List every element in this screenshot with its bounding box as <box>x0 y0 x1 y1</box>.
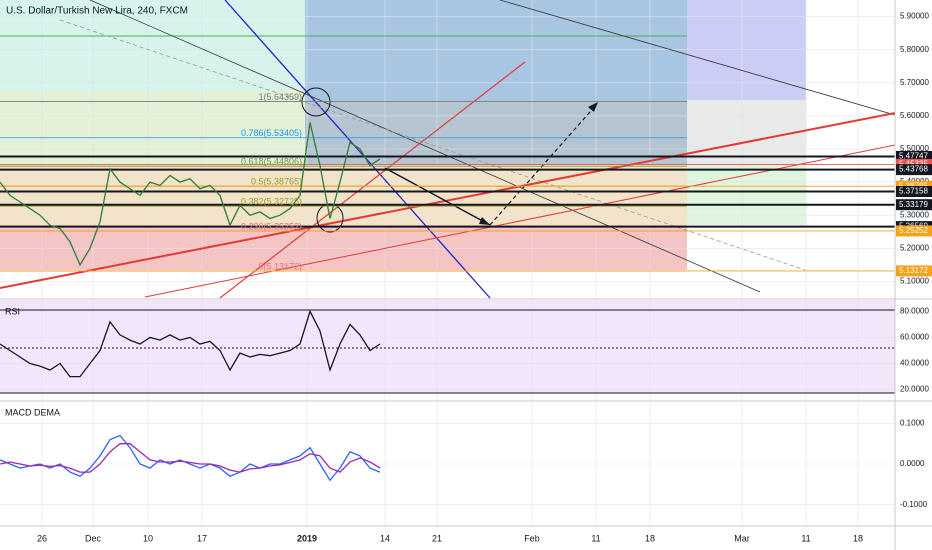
x-tick-label: 2019 <box>297 533 317 543</box>
fib-label: 0.5(5.38765) <box>251 177 302 187</box>
y-tick-label: 5.70000 <box>900 78 929 87</box>
y-tick-label: 5.20000 <box>900 243 929 252</box>
price-tag-label: 5.25252 <box>899 226 928 235</box>
fib-label: 0.382(5.32725) <box>241 197 302 207</box>
fib-label: 0.786(5.53405) <box>241 128 302 138</box>
y-tick-label: 40.0000 <box>900 359 929 368</box>
y-tick-label: 0.1000 <box>900 418 925 427</box>
y-tick-label: 5.60000 <box>900 111 929 120</box>
y-tick-label: 20.0000 <box>900 385 929 394</box>
zones <box>0 0 895 393</box>
y-tick-label: 5.50000 <box>900 144 929 153</box>
series-line <box>0 434 381 482</box>
price-tag-label: 5.47747 <box>899 152 928 161</box>
x-tick-label: 26 <box>37 533 47 543</box>
price-tag <box>896 164 932 176</box>
series-line <box>0 309 381 378</box>
y-tick-label: 60.0000 <box>900 333 929 342</box>
series-line <box>0 443 381 473</box>
y-tick-label: 5.90000 <box>900 12 929 21</box>
x-tick-label: 17 <box>197 533 207 543</box>
x-tick-label: 11 <box>591 533 600 543</box>
y-tick-label: 5.10000 <box>900 277 929 286</box>
x-tick-label: Dec <box>85 533 102 543</box>
price-tag <box>896 225 932 237</box>
x-tick-label: Feb <box>524 533 540 543</box>
plot <box>0 101 895 482</box>
fib-label: 0.618(5.44806) <box>241 157 302 167</box>
price-tag <box>896 150 932 162</box>
fib-label: 1(5.64359) <box>258 92 302 102</box>
price-tag-label: 5.38765 <box>899 181 928 190</box>
pane-label: RSI <box>5 306 20 316</box>
price-tag <box>896 199 932 211</box>
price-tag <box>896 265 932 277</box>
y-tick-label: 5.80000 <box>900 45 929 54</box>
fib-label: 0(5.13172) <box>258 261 302 271</box>
x-tick-label: 11 <box>801 533 810 543</box>
series-line <box>0 122 381 267</box>
price-tag-label: 5.33179 <box>899 200 928 209</box>
grid <box>0 0 895 526</box>
price-tag-label: 5.37158 <box>899 187 928 196</box>
chart-title: U.S. Dollar/Turkish New Lira, 240, FXCM <box>6 6 188 17</box>
price-tag-label: 5.13172 <box>899 266 928 275</box>
y-tick-label: 80.0000 <box>900 307 929 316</box>
price-tag <box>896 186 932 198</box>
y-tick-label: -0.1000 <box>900 500 928 509</box>
y-tick-label: 5.30000 <box>900 210 929 219</box>
x-tick-label: 21 <box>432 533 442 543</box>
pane-label: MACD DEMA <box>5 407 60 417</box>
x-tick-label: Mar <box>734 533 750 543</box>
fib-label: 0.236(5.25252) <box>241 221 302 231</box>
price-tag-label: 5.43768 <box>899 165 928 174</box>
price-tag-label: 5.45335 <box>899 160 928 169</box>
x-tick-label: 18 <box>853 533 863 543</box>
x-tick-label: 14 <box>380 533 390 543</box>
y-tick-label: 0.0000 <box>900 459 925 468</box>
x-tick-label: 18 <box>645 533 655 543</box>
x-tick-label: 10 <box>143 533 153 543</box>
